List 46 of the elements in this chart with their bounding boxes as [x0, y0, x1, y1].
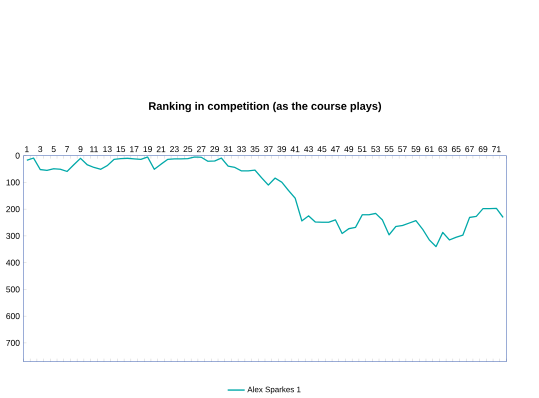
x-tick-label: 61 — [425, 146, 434, 152]
x-tick-label: 47 — [330, 146, 340, 152]
chart-title: Ranking in competition (as the course plays) — [149, 102, 382, 112]
x-tick-label: 15 — [116, 146, 126, 152]
x-tick-label: 31 — [224, 146, 232, 152]
x-tick-label: 9 — [78, 146, 82, 152]
x-tick-label: 43 — [304, 146, 313, 152]
x-tick-label: 13 — [103, 146, 112, 152]
x-tick-label: 29 — [210, 146, 219, 152]
y-tick-label: 500 — [6, 286, 20, 293]
y-tick-label: 200 — [6, 206, 20, 212]
x-tick-label: 17 — [130, 146, 138, 152]
y-tick-label: 0 — [16, 152, 20, 159]
line-series — [26, 156, 504, 248]
x-tick-label: 71 — [492, 146, 501, 152]
x-tick-label: 69 — [478, 146, 488, 152]
x-tick-label: 45 — [317, 146, 326, 152]
y-tick-label: 600 — [6, 313, 20, 320]
x-tick-label: 7 — [65, 146, 70, 152]
x-tick-label: 1 — [25, 146, 29, 152]
x-tick-label: 33 — [237, 146, 246, 152]
x-tick-label: 19 — [144, 146, 152, 152]
x-tick-label: 3 — [38, 146, 42, 152]
x-tick-label: 27 — [196, 146, 206, 152]
x-tick-label: 57 — [398, 146, 407, 152]
x-tick-label: 65 — [452, 146, 461, 152]
x-tick-label: 51 — [358, 146, 367, 152]
y-tick-label: 300 — [6, 233, 20, 240]
x-tick-label: 23 — [170, 146, 179, 152]
x-tick-label: 63 — [438, 146, 448, 152]
x-tick-label: 49 — [344, 146, 354, 152]
x-tick-label: 25 — [184, 146, 192, 152]
x-tick-label: 37 — [264, 146, 273, 152]
y-tick-label: 100 — [6, 180, 20, 186]
y-tick-label: 400 — [6, 260, 20, 266]
x-tick-label: 5 — [52, 146, 56, 152]
x-tick-label: 53 — [371, 146, 380, 152]
x-tick-label: 35 — [250, 146, 260, 152]
x-tick-label: 59 — [412, 146, 420, 152]
x-tick-label: 67 — [465, 146, 474, 152]
x-tick-label: 39 — [277, 146, 286, 152]
y-tick-label: 700 — [6, 340, 20, 346]
x-tick-label: 21 — [156, 146, 166, 152]
x-tick-label: 55 — [384, 146, 394, 152]
x-tick-label: 11 — [90, 146, 98, 152]
x-tick-label: 41 — [290, 146, 300, 152]
